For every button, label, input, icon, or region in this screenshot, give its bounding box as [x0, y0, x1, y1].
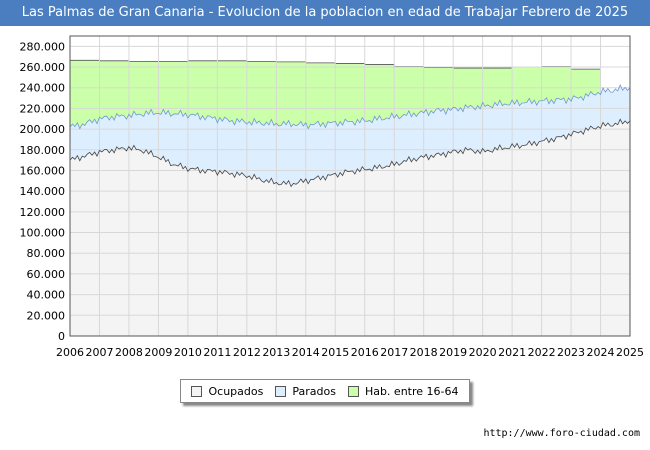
y-tick-label: 240.000	[20, 82, 66, 95]
x-tick-label: 2021	[498, 346, 526, 359]
y-tick-label: 160.000	[20, 164, 66, 177]
x-tick-label: 2020	[469, 346, 497, 359]
y-tick-label: 60.000	[27, 268, 66, 281]
source-url[interactable]: http://www.foro-ciudad.com	[483, 428, 640, 439]
x-tick-label: 2025	[616, 346, 644, 359]
x-tick-label: 2007	[85, 346, 113, 359]
plot-border	[69, 35, 631, 337]
y-axis: 0 20.000 40.000 60.000 80.000 100.000 120.000 1…	[20, 40, 66, 343]
y-tick-label: 120.000	[20, 206, 66, 219]
y-tick-label: 180.000	[20, 144, 66, 157]
series-area-ocupados	[70, 119, 630, 336]
legend-swatch-hab	[347, 385, 359, 397]
legend-item-parados: Parados	[275, 385, 336, 398]
legend-swatch-parados	[275, 385, 287, 397]
x-tick-label: 2014	[292, 346, 320, 359]
x-tick-label: 2006	[56, 346, 84, 359]
x-tick-label: 2010	[174, 346, 202, 359]
x-tick-label: 2024	[587, 346, 615, 359]
chart-title: Las Palmas de Gran Canaria - Evolucion d…	[0, 0, 650, 26]
y-tick-label: 100.000	[20, 227, 66, 240]
legend-label-ocupados: Ocupados	[208, 384, 264, 398]
y-tick-label: 40.000	[27, 289, 66, 302]
x-tick-label: 2017	[380, 346, 408, 359]
legend-item-hab: Hab. entre 16-64	[347, 384, 459, 398]
y-tick-label: 80.000	[27, 247, 66, 260]
legend-label-parados: Parados	[292, 384, 336, 398]
chart-area: 0 20.000 40.000 60.000 80.000 100.000 120.000 1…	[20, 35, 644, 359]
x-tick-label: 2019	[439, 346, 467, 359]
x-tick-label: 2011	[203, 346, 231, 359]
series-lines	[69, 35, 631, 337]
y-tick-label: 220.000	[20, 102, 66, 115]
x-tick-label: 2023	[557, 346, 585, 359]
x-tick-label: 2012	[233, 346, 261, 359]
legend: Ocupados Parados Hab. entre 16-64	[180, 379, 470, 403]
gridlines	[70, 36, 630, 336]
y-tick-label: 20.000	[27, 309, 66, 322]
x-tick-label: 2022	[528, 346, 556, 359]
y-tick-label: 280.000	[20, 40, 66, 53]
x-tick-label: 2013	[262, 346, 290, 359]
y-tick-label: 140.000	[20, 185, 66, 198]
x-tick-label: 2009	[144, 346, 172, 359]
series-line-parados	[69, 84, 631, 130]
legend-swatch-ocupados	[191, 385, 203, 397]
x-tick-label: 2008	[115, 346, 143, 359]
series-line-ocupados	[69, 118, 631, 188]
legend-item-ocupados: Ocupados	[191, 385, 263, 398]
y-tick-label: 260.000	[20, 61, 66, 74]
y-tick-label: 0	[58, 330, 65, 343]
x-tick-label: 2018	[410, 346, 438, 359]
x-axis: 2006 2007 2008 2009 2010 2011 2012 2013 2014 2015…	[56, 346, 644, 359]
x-tick-label: 2016	[351, 346, 379, 359]
legend-label-hab: Hab. entre 16-64	[364, 384, 459, 398]
x-tick-label: 2015	[321, 346, 349, 359]
y-tick-label: 200.000	[20, 123, 66, 136]
